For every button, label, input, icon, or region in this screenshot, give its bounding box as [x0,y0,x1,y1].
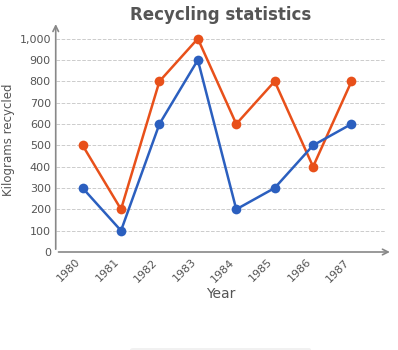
X-axis label: Year: Year [206,287,236,301]
Y-axis label: Kilograms recycled: Kilograms recycled [2,84,15,196]
Legend: aluminum, batteries: aluminum, batteries [130,348,312,350]
Title: Recycling statistics: Recycling statistics [130,6,312,24]
